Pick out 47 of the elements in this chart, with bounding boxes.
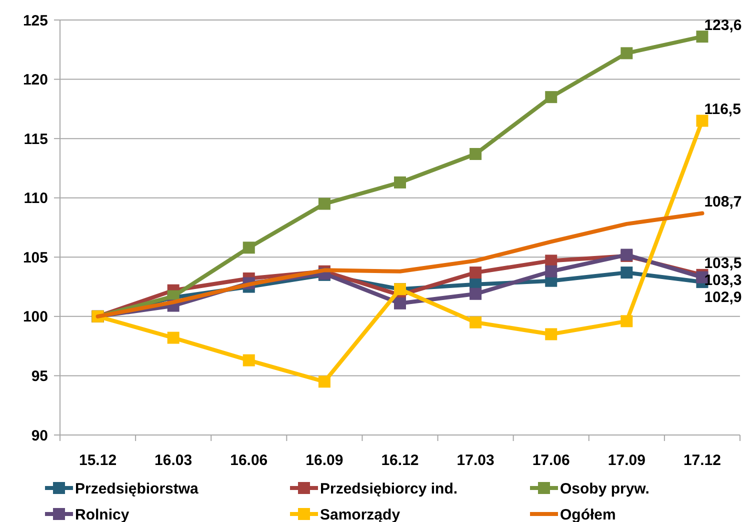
point — [318, 376, 330, 388]
point — [696, 114, 708, 127]
legend-label: Osoby pryw. — [560, 480, 650, 498]
x-tick-label: 16.09 — [306, 452, 344, 469]
point — [545, 91, 558, 104]
point — [242, 242, 255, 254]
x-tick-label: 17.06 — [532, 452, 570, 469]
x-tick-label: 16.12 — [381, 452, 419, 469]
x-tick-label: 15.12 — [79, 452, 117, 469]
point — [394, 297, 406, 310]
legend-label: Przedsiębiorcy ind. — [320, 480, 458, 498]
y-tick-label: 125 — [22, 12, 48, 30]
x-tick-label: 16.06 — [230, 452, 268, 469]
point — [470, 148, 482, 160]
x-tick-label: 16.03 — [154, 452, 192, 469]
point — [545, 265, 558, 278]
point — [394, 176, 406, 188]
x-tick-label: 17.03 — [456, 452, 494, 469]
data-label: 116,5 — [704, 101, 741, 118]
point — [620, 315, 633, 328]
point — [470, 266, 482, 279]
y-tick-label: 90 — [31, 427, 48, 444]
point — [470, 288, 482, 300]
data-label: 108,7 — [704, 194, 742, 211]
point — [318, 198, 330, 210]
y-tick-label: 100 — [22, 308, 48, 326]
y-tick-label: 105 — [22, 249, 48, 266]
point — [242, 354, 255, 366]
x-tick-label: 17.12 — [683, 452, 721, 469]
data-label: 103,5 — [704, 255, 742, 272]
legend-label: Rolnicy — [75, 506, 130, 522]
point — [620, 47, 633, 60]
y-tick-label: 115 — [24, 130, 48, 148]
point — [167, 332, 180, 344]
legend-label: Przedsiębiorstwa — [75, 480, 200, 498]
y-tick-label: 120 — [22, 72, 48, 89]
point — [545, 328, 558, 340]
point — [470, 316, 482, 328]
y-tick-label: 95 — [31, 368, 48, 385]
point — [696, 30, 708, 43]
data-label: 123,6 — [704, 16, 742, 34]
point — [545, 254, 558, 267]
point — [620, 266, 633, 279]
x-tick-label: 17.09 — [608, 452, 646, 469]
y-tick-label: 110 — [24, 190, 48, 208]
legend-label: Samorządy — [320, 506, 401, 522]
data-label: 102,9 — [704, 289, 742, 306]
